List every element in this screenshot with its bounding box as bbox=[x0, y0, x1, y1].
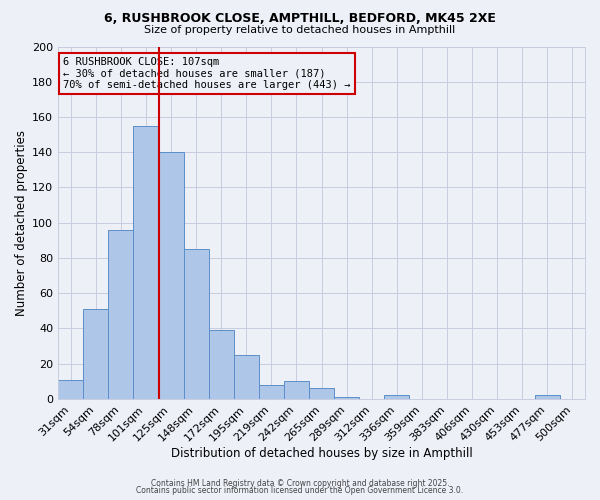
Text: Size of property relative to detached houses in Ampthill: Size of property relative to detached ho… bbox=[145, 25, 455, 35]
Text: 6 RUSHBROOK CLOSE: 107sqm
← 30% of detached houses are smaller (187)
70% of semi: 6 RUSHBROOK CLOSE: 107sqm ← 30% of detac… bbox=[64, 57, 351, 90]
Bar bbox=[535, 396, 560, 399]
Bar bbox=[133, 126, 158, 399]
Text: Contains HM Land Registry data © Crown copyright and database right 2025.: Contains HM Land Registry data © Crown c… bbox=[151, 478, 449, 488]
Bar bbox=[384, 396, 409, 399]
Bar bbox=[284, 382, 309, 399]
Y-axis label: Number of detached properties: Number of detached properties bbox=[15, 130, 28, 316]
Bar bbox=[58, 380, 83, 399]
Bar bbox=[83, 309, 109, 399]
Bar bbox=[309, 388, 334, 399]
Text: 6, RUSHBROOK CLOSE, AMPTHILL, BEDFORD, MK45 2XE: 6, RUSHBROOK CLOSE, AMPTHILL, BEDFORD, M… bbox=[104, 12, 496, 26]
Bar bbox=[158, 152, 184, 399]
Bar bbox=[334, 397, 359, 399]
Bar bbox=[109, 230, 133, 399]
Text: Contains public sector information licensed under the Open Government Licence 3.: Contains public sector information licen… bbox=[136, 486, 464, 495]
Bar bbox=[209, 330, 234, 399]
Bar bbox=[184, 249, 209, 399]
Bar bbox=[259, 385, 284, 399]
X-axis label: Distribution of detached houses by size in Ampthill: Distribution of detached houses by size … bbox=[171, 447, 472, 460]
Bar bbox=[234, 355, 259, 399]
